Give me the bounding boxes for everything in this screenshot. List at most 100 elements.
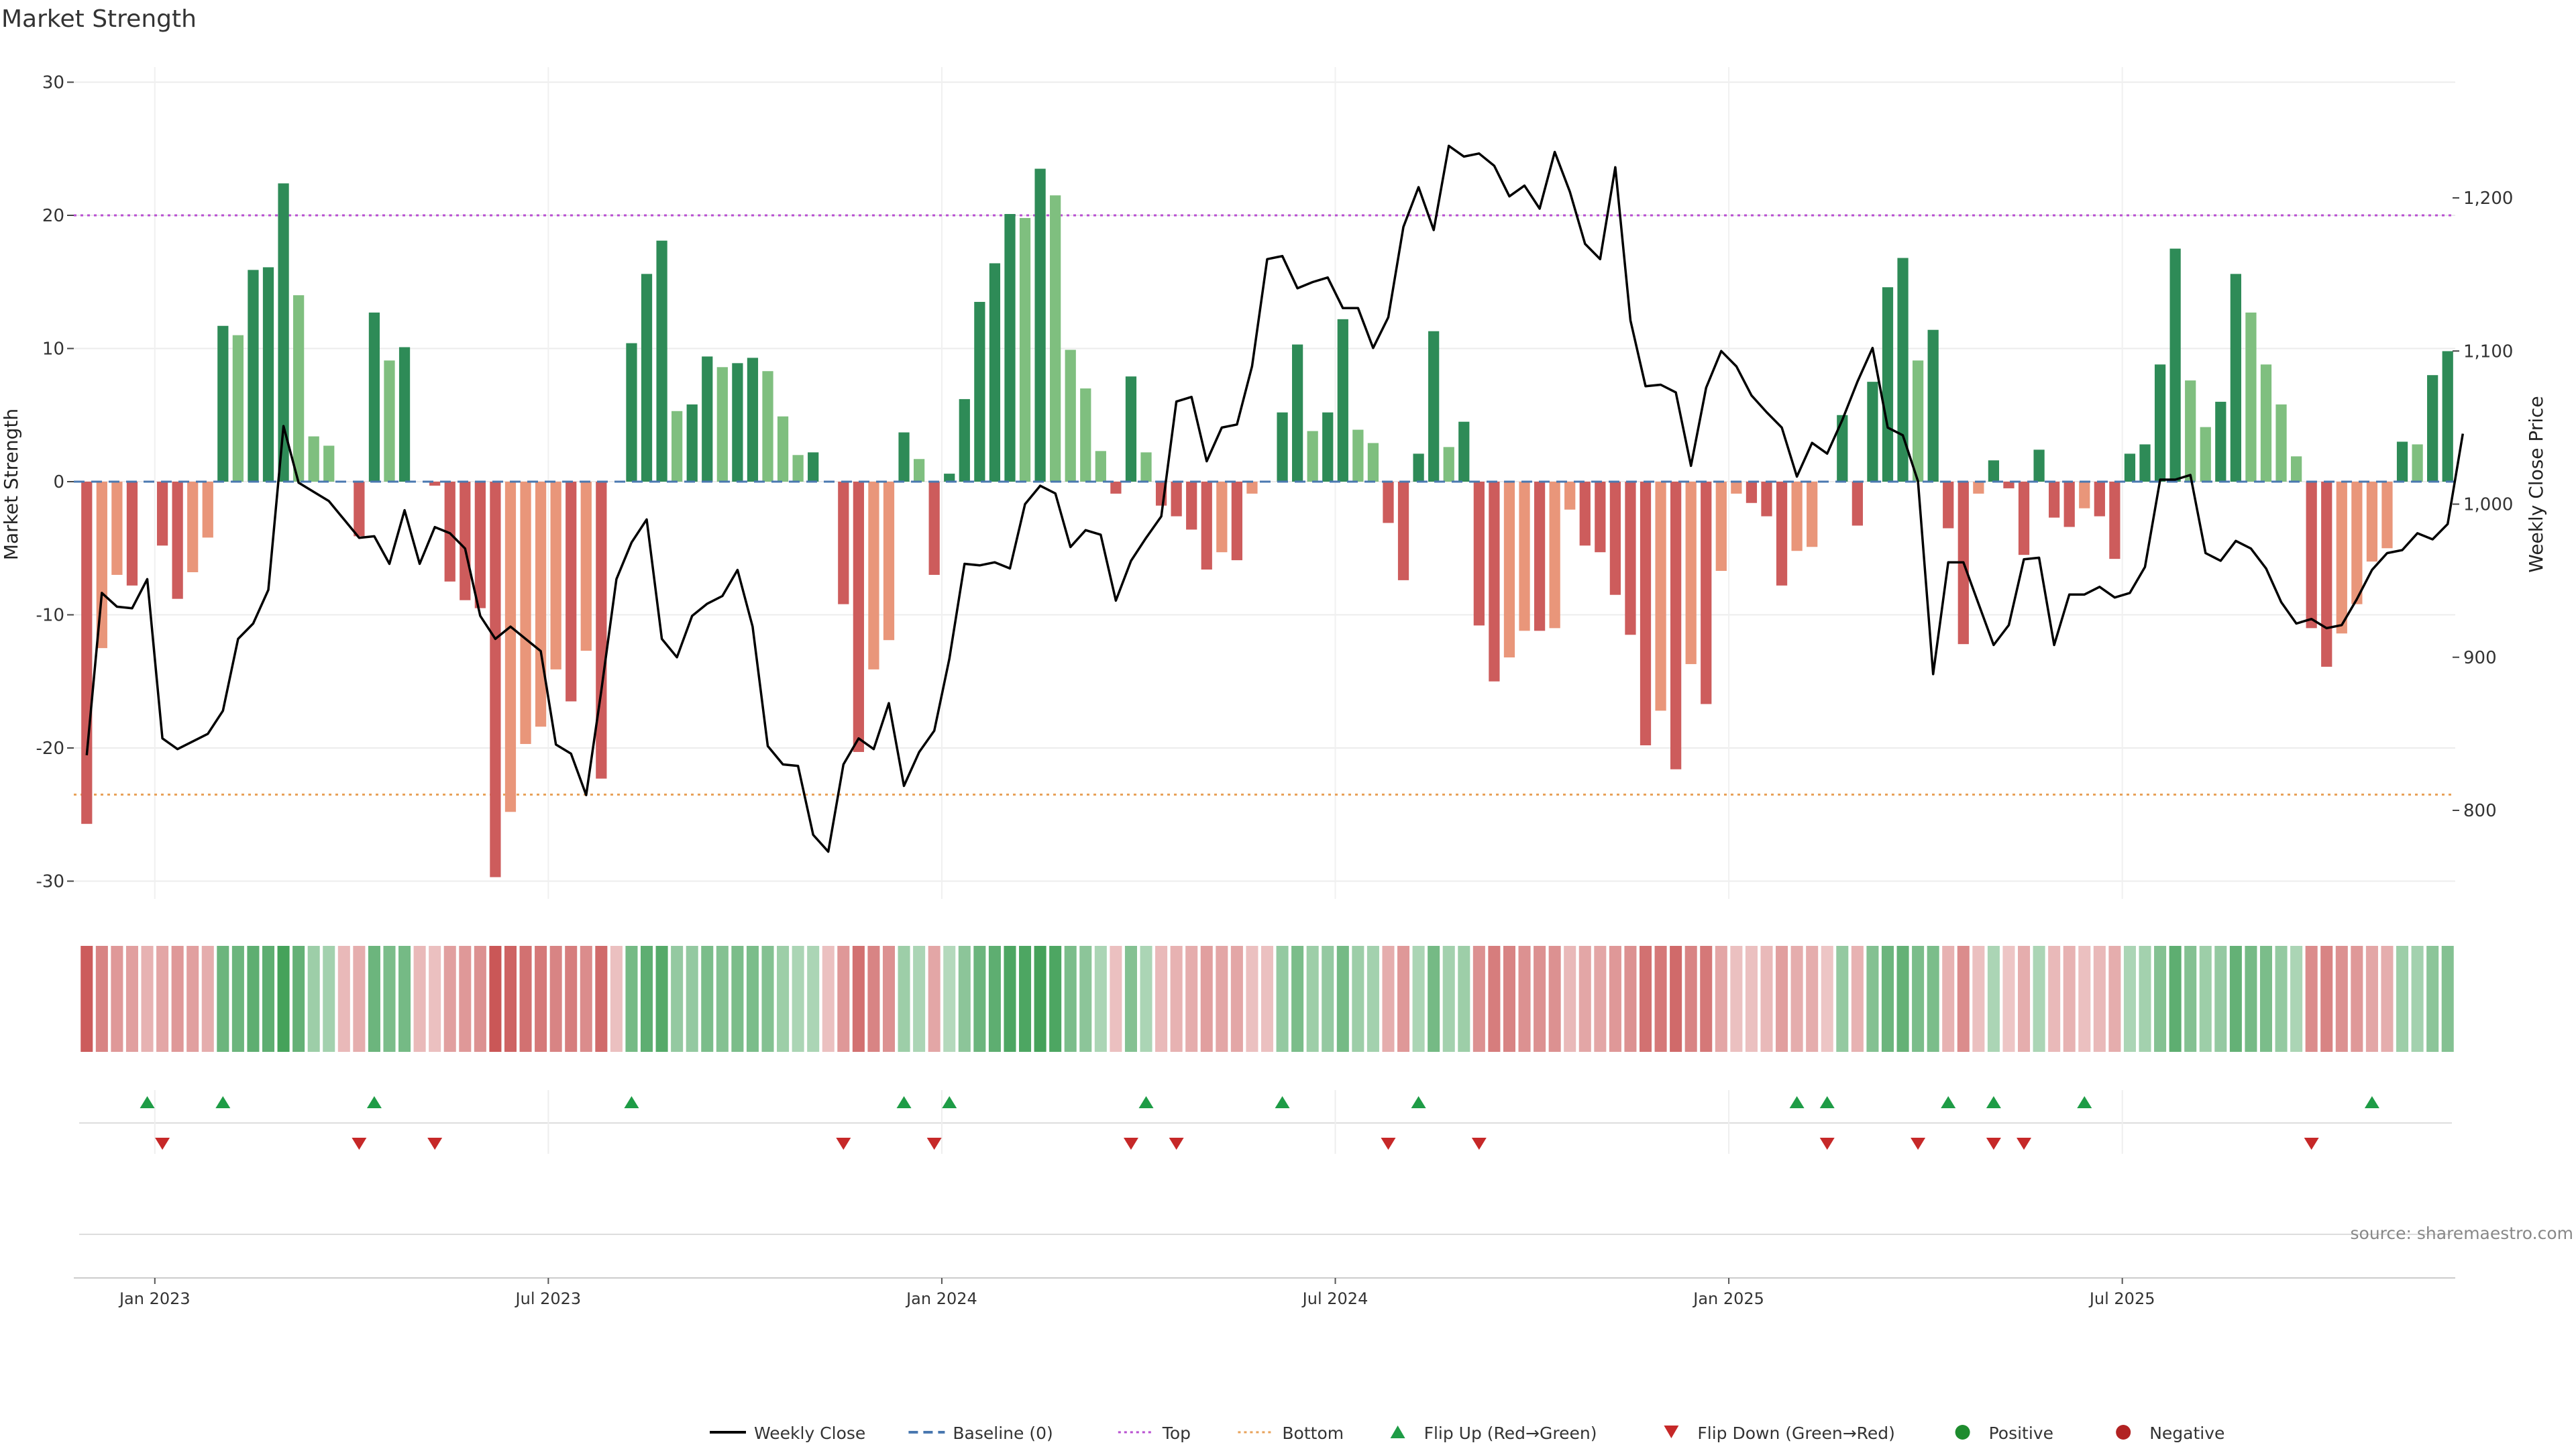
heat-cell (1972, 946, 1985, 1052)
heat-cell (1654, 946, 1667, 1052)
strength-bar (2260, 364, 2272, 482)
heat-cell (565, 946, 578, 1052)
strength-bar (262, 267, 274, 482)
heat-cell (1110, 946, 1122, 1052)
heat-cell (2048, 946, 2061, 1052)
strength-bar (1337, 319, 1348, 482)
strength-bar (989, 263, 1001, 482)
strength-bar (2124, 453, 2136, 482)
strength-bar (1291, 344, 1303, 482)
strength-bar (1579, 482, 1591, 546)
strength-bar (944, 474, 955, 482)
heat-cell (1382, 946, 1395, 1052)
strength-bar (520, 482, 531, 745)
flip-up-marker (140, 1096, 155, 1108)
flip-down-marker (1169, 1138, 1184, 1150)
strength-bar (1352, 429, 1364, 482)
strength-bar (293, 295, 305, 482)
flip-down-marker (2304, 1138, 2319, 1150)
heat-cell (368, 946, 380, 1052)
strength-bar (2033, 449, 2045, 482)
heat-cell (535, 946, 547, 1052)
heat-cell (1185, 946, 1198, 1052)
heat-cell (1821, 946, 1833, 1052)
heat-cell (2275, 946, 2288, 1052)
strength-bar (2275, 404, 2287, 482)
strength-bar (1125, 376, 1137, 482)
strength-bar (1943, 482, 1954, 529)
strength-bar (1095, 451, 1106, 482)
heat-cell (1124, 946, 1137, 1052)
heat-cell (1836, 946, 1849, 1052)
strength-bar (2049, 482, 2060, 518)
strength-bar (2290, 456, 2302, 482)
strength-bar (172, 482, 183, 599)
strength-bar (566, 482, 577, 702)
heat-cell (1564, 946, 1576, 1052)
strength-bar (2321, 482, 2332, 667)
heat-cell (913, 946, 926, 1052)
legend-swatch-flip-up (1390, 1426, 1405, 1438)
strength-bar (1609, 482, 1621, 595)
strength-bar (2154, 364, 2166, 482)
threshold-lines (74, 214, 2455, 796)
heat-cell (898, 946, 910, 1052)
heat-cell (2139, 946, 2151, 1052)
heat-cell (1548, 946, 1561, 1052)
strength-bar (762, 371, 773, 482)
strength-bar (777, 416, 789, 482)
strength-bar (1004, 214, 1016, 482)
flip-down-marker (427, 1138, 443, 1150)
heat-cell (398, 946, 411, 1052)
strength-bar (1246, 482, 1258, 494)
strength-bar (1110, 482, 1122, 494)
strength-bar (1443, 447, 1454, 482)
strength-bar (1413, 453, 1424, 482)
heat-cell (1503, 946, 1515, 1052)
strength-bar (278, 183, 289, 482)
heat-cell (746, 946, 759, 1052)
heat-cell (2063, 946, 2076, 1052)
strength-bar (1367, 443, 1379, 482)
strength-bar (2079, 482, 2090, 508)
heat-cell (1730, 946, 1743, 1052)
strength-bar (2003, 482, 2015, 488)
heat-cell (610, 946, 623, 1052)
strength-bar (2139, 444, 2151, 482)
strength-bar (1019, 217, 1031, 482)
strength-bar (202, 482, 213, 538)
strength-bar (1640, 482, 1652, 746)
strength-bar (444, 482, 455, 582)
heat-cell (217, 946, 229, 1052)
heat-cell (2002, 946, 2015, 1052)
heat-cell (2305, 946, 2318, 1052)
strength-bar (1851, 482, 1863, 526)
heat-cell (307, 946, 320, 1052)
strength-bar (460, 482, 471, 600)
strength-bar (1080, 388, 1091, 482)
left-tick-label: 20 (42, 206, 64, 226)
strength-bar (732, 363, 743, 482)
heat-cell (943, 946, 956, 1052)
strength-bar (2063, 482, 2075, 527)
heat-cell (1397, 946, 1410, 1052)
heat-cell (1155, 946, 1168, 1052)
right-tick-label: 900 (2463, 648, 2497, 668)
heat-cell (2199, 946, 2212, 1052)
strength-bar (96, 482, 107, 649)
flip-down-marker (836, 1138, 851, 1150)
strength-bar (2381, 482, 2393, 549)
strength-bar (1050, 195, 1061, 482)
x-tick-label: Jul 2024 (1301, 1289, 1368, 1308)
heat-cell (1034, 946, 1046, 1052)
legend-label: Weekly Close (754, 1424, 865, 1443)
heat-cell (519, 946, 532, 1052)
strength-heat-strip (80, 946, 2454, 1052)
heat-cell (1987, 946, 2000, 1052)
right-tick-label: 1,100 (2463, 341, 2513, 362)
flip-up-marker (942, 1096, 957, 1108)
strength-bar (1746, 482, 1758, 503)
heat-cell (1806, 946, 1819, 1052)
heat-cell (1760, 946, 1773, 1052)
strength-bar (1458, 421, 1470, 482)
